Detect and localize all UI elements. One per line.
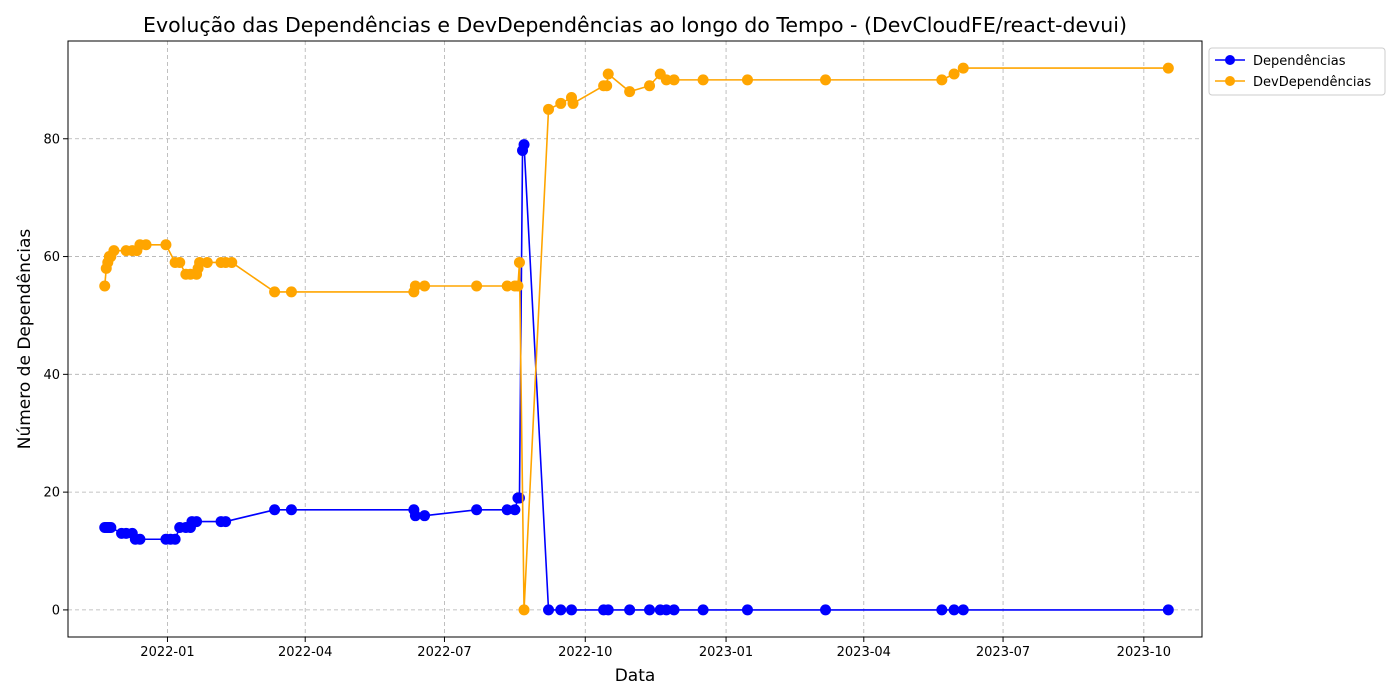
- data-point: [555, 97, 567, 109]
- data-point: [160, 239, 172, 251]
- y-axis-label: Número de Dependências: [15, 229, 35, 450]
- x-tick-label: 2023-04: [837, 645, 891, 660]
- data-point: [741, 604, 753, 616]
- x-tick-label: 2023-10: [1117, 645, 1171, 660]
- data-point: [697, 74, 709, 86]
- data-point: [957, 62, 969, 74]
- data-point: [948, 604, 960, 616]
- y-tick-label: 80: [43, 132, 60, 147]
- data-point: [513, 256, 525, 268]
- data-point: [660, 604, 672, 616]
- data-point: [601, 80, 613, 92]
- plot-frame: [67, 40, 1203, 638]
- data-point: [602, 68, 614, 80]
- data-point: [936, 74, 948, 86]
- data-point: [512, 280, 524, 292]
- data-point: [471, 504, 483, 516]
- data-point: [194, 256, 206, 268]
- data-point: [419, 510, 431, 522]
- data-point: [518, 139, 530, 151]
- data-point: [565, 604, 577, 616]
- data-point: [1162, 62, 1174, 74]
- data-point: [518, 604, 530, 616]
- grid-lines: [68, 41, 1202, 637]
- y-tick-label: 60: [43, 250, 60, 265]
- data-point: [471, 280, 483, 292]
- data-point: [226, 256, 238, 268]
- data-point: [567, 97, 579, 109]
- x-tick-label: 2023-01: [699, 645, 753, 660]
- data-point: [555, 604, 567, 616]
- y-tick-label: 20: [43, 486, 60, 501]
- data-point: [191, 516, 203, 528]
- x-axis: 2022-01 2022-04 2022-07 2022-10 2023-01 2023-…: [140, 637, 1171, 660]
- data-point: [668, 604, 680, 616]
- x-tick-label: 2023-07: [976, 645, 1030, 660]
- data-point: [1162, 604, 1174, 616]
- data-point: [269, 504, 281, 516]
- legend-label: DevDependências: [1253, 75, 1371, 90]
- chart-title: Evolução das Dependências e DevDependênc…: [143, 13, 1127, 37]
- y-tick-label: 40: [43, 368, 60, 383]
- series-line: [104, 143, 1169, 611]
- data-point: [501, 280, 513, 292]
- data-point: [624, 86, 636, 98]
- data-point: [285, 504, 297, 516]
- data-point: [269, 286, 281, 298]
- x-tick-label: 2022-04: [278, 645, 332, 660]
- data-point: [668, 74, 680, 86]
- data-point: [624, 604, 636, 616]
- data-point: [108, 245, 120, 257]
- data-point: [936, 604, 948, 616]
- data-point: [543, 103, 555, 115]
- data-point: [99, 280, 111, 292]
- legend-label: Dependências: [1253, 54, 1346, 69]
- x-axis-label: Data: [615, 666, 656, 686]
- data-point: [134, 533, 146, 545]
- data-point: [201, 256, 213, 268]
- data-point: [820, 74, 832, 86]
- legend-item-dependencias: Dependências: [1215, 54, 1346, 69]
- y-tick-label: 0: [52, 603, 60, 618]
- data-point: [105, 521, 117, 533]
- data-point: [140, 239, 152, 251]
- data-point: [644, 604, 656, 616]
- data-point: [602, 604, 614, 616]
- legend: Dependências DevDependências: [1208, 47, 1386, 96]
- data-point: [957, 604, 969, 616]
- legend-marker: [1225, 55, 1235, 65]
- legend-marker: [1225, 76, 1235, 86]
- data-point: [501, 504, 513, 516]
- data-point: [644, 80, 656, 92]
- data-point: [948, 68, 960, 80]
- data-point: [697, 604, 709, 616]
- data-point: [741, 74, 753, 86]
- x-tick-label: 2022-01: [140, 645, 194, 660]
- data-point: [820, 604, 832, 616]
- data-point: [409, 510, 421, 522]
- data-point: [220, 516, 232, 528]
- data-point: [419, 280, 431, 292]
- series-line: [103, 67, 1169, 611]
- legend-frame: [1208, 47, 1386, 96]
- legend-item-devdependencias: DevDependências: [1215, 75, 1371, 90]
- series-layer: [99, 62, 1174, 616]
- series-dependencias: [99, 139, 1174, 616]
- data-point: [285, 286, 297, 298]
- data-point: [169, 533, 181, 545]
- data-point: [660, 74, 672, 86]
- data-point: [509, 504, 521, 516]
- x-tick-label: 2022-10: [558, 645, 612, 660]
- data-point: [543, 604, 555, 616]
- data-point: [174, 256, 186, 268]
- series-devdependencias: [99, 62, 1174, 616]
- x-tick-label: 2022-07: [417, 645, 471, 660]
- data-point: [409, 280, 421, 292]
- y-axis: 0 20 40 60 80: [43, 132, 68, 618]
